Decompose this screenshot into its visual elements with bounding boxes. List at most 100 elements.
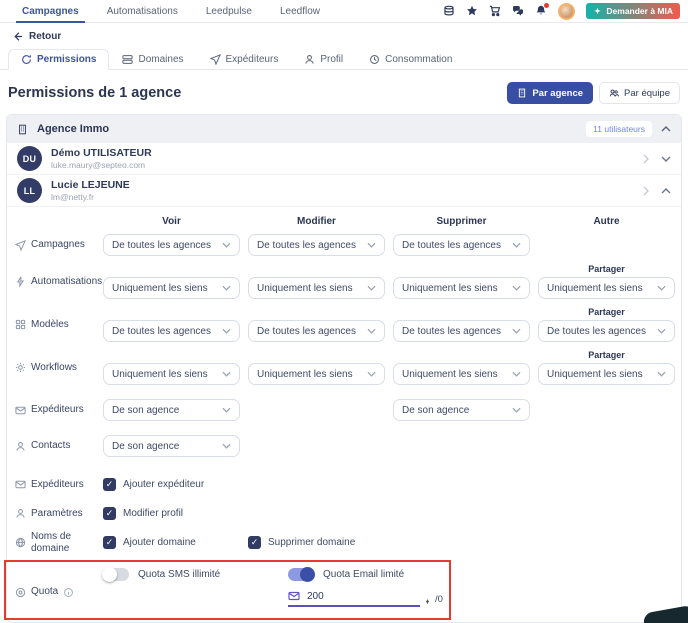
table-header: Voir Modifier Supprimer Autre <box>15 207 673 234</box>
tab-consommation[interactable]: Consommation <box>356 49 465 70</box>
table-row-expediteurs-options: Expéditeurs ✓ Ajouter expéditeur <box>15 471 673 498</box>
select-workflows-supprimer[interactable]: Uniquement les siens <box>393 363 530 385</box>
settings-tab-bar: Permissions Domaines Expéditeurs Profil … <box>0 48 688 70</box>
chevron-down-icon[interactable] <box>661 154 671 164</box>
user-email: lm@netty.fr <box>51 192 94 203</box>
star-icon[interactable] <box>466 5 478 17</box>
user-count-badge: 11 utilisateurs <box>586 121 652 137</box>
chat-icon[interactable] <box>512 5 524 17</box>
sms-quota-toggle[interactable] <box>102 567 129 582</box>
table-row-parametres: Paramètres ✓ Modifier profil <box>15 500 673 527</box>
table-row-noms-de-domaine: Noms de domaine ✓ Ajouter domaine ✓ Suppri… <box>15 529 673 556</box>
user-row-lucie[interactable]: LL Lucie LEJEUNE lm@netty.fr <box>7 175 681 207</box>
globe-icon <box>15 537 26 548</box>
checkbox-ajouter-domaine[interactable]: ✓ Ajouter domaine <box>103 536 240 549</box>
checkbox-ajouter-expediteur[interactable]: ✓ Ajouter expéditeur <box>103 478 240 491</box>
refresh-icon <box>22 55 31 64</box>
number-stepper[interactable]: ▲ ▼ <box>425 597 430 607</box>
cart-icon[interactable] <box>489 5 501 17</box>
mail-icon <box>15 480 26 489</box>
email-quota-input[interactable]: 200 <box>288 590 420 607</box>
select-automatisations-partager[interactable]: Uniquement les siens <box>538 277 675 299</box>
template-icon <box>15 319 26 330</box>
nav-tab-leedpulse[interactable]: Leedpulse <box>205 5 252 17</box>
chevron-down-icon <box>367 328 376 334</box>
chevron-up-icon[interactable] <box>661 186 671 196</box>
chevron-down-icon <box>222 242 231 248</box>
checkbox-supprimer-domaine[interactable]: ✓ Supprimer domaine <box>248 536 385 549</box>
chevron-down-icon <box>512 285 521 291</box>
checkbox-checked-icon: ✓ <box>103 536 116 549</box>
chevron-up-icon[interactable] <box>661 124 671 134</box>
by-team-button[interactable]: Par équipe <box>599 82 680 104</box>
email-quota-toggle[interactable] <box>288 567 315 582</box>
tab-domaines[interactable]: Domaines <box>109 49 196 70</box>
send-icon <box>15 239 26 251</box>
table-row-automatisations: Automatisations Uniquement les siens Uni… <box>15 264 675 299</box>
tab-profil[interactable]: Profil <box>291 49 356 70</box>
building-icon <box>519 88 526 98</box>
chevron-right-icon <box>641 186 651 196</box>
history-clock-icon <box>370 55 380 64</box>
chevron-down-icon <box>512 242 521 248</box>
user-email: luke.maury@septeo.com <box>51 160 146 171</box>
quota-suffix: /0 <box>434 594 443 605</box>
by-agency-button[interactable]: Par agence <box>507 82 594 104</box>
user-avatar[interactable] <box>558 2 576 20</box>
chevron-down-icon <box>222 443 231 449</box>
chevron-down-icon <box>512 407 521 413</box>
nav-tab-leedflow[interactable]: Leedflow <box>280 5 321 17</box>
select-contacts-voir[interactable]: De son agence <box>103 435 240 457</box>
col-modifier: Modifier <box>297 216 336 227</box>
info-icon <box>64 587 74 597</box>
notifications-bell-icon[interactable] <box>535 3 550 17</box>
table-row-workflows: Workflows Uniquement les siens Uniquemen… <box>15 350 675 385</box>
credits-icon[interactable] <box>443 5 455 17</box>
mail-icon <box>288 591 300 601</box>
chevron-down-icon <box>222 407 231 413</box>
checkbox-modifier-profil[interactable]: ✓ Modifier profil <box>103 507 240 520</box>
back-link[interactable]: Retour <box>0 23 688 48</box>
sms-quota-label: Quota SMS illimité <box>138 569 221 580</box>
select-campagnes-supprimer[interactable]: De toutes les agences <box>393 234 530 256</box>
arrow-left-icon <box>14 32 23 41</box>
select-modeles-partager[interactable]: De toutes les agences <box>538 320 675 342</box>
select-expediteurs-supprimer[interactable]: De son agence <box>393 399 530 421</box>
tab-permissions[interactable]: Permissions <box>8 49 110 70</box>
chevron-down-icon <box>657 285 666 291</box>
checkbox-checked-icon: ✓ <box>103 507 116 520</box>
agency-header[interactable]: Agence Immo 11 utilisateurs <box>7 115 681 143</box>
select-workflows-modifier[interactable]: Uniquement les siens <box>248 363 385 385</box>
sms-quota-toggle-group: Quota SMS illimité <box>102 567 258 582</box>
select-campagnes-modifier[interactable]: De toutes les agences <box>248 234 385 256</box>
avatar: DU <box>17 146 42 171</box>
workflow-gear-icon <box>15 362 26 373</box>
email-quota-toggle-group: Quota Email limité <box>288 567 673 582</box>
select-modeles-supprimer[interactable]: De toutes les agences <box>393 320 530 342</box>
checkbox-checked-icon: ✓ <box>248 536 261 549</box>
select-workflows-partager[interactable]: Uniquement les siens <box>538 363 675 385</box>
share-label: Partager <box>588 350 625 360</box>
checkbox-checked-icon: ✓ <box>103 478 116 491</box>
select-automatisations-modifier[interactable]: Uniquement les siens <box>248 277 385 299</box>
quota-target-icon <box>15 587 26 597</box>
nav-tab-campagnes[interactable]: Campagnes <box>8 0 93 23</box>
nav-tab-automatisations[interactable]: Automatisations <box>106 5 178 17</box>
select-automatisations-supprimer[interactable]: Uniquement les siens <box>393 277 530 299</box>
select-modeles-voir[interactable]: De toutes les agences <box>103 320 240 342</box>
select-workflows-voir[interactable]: Uniquement les siens <box>103 363 240 385</box>
select-automatisations-voir[interactable]: Uniquement les siens <box>103 277 240 299</box>
ask-mia-button[interactable]: Demander à MIA <box>586 3 680 19</box>
page-title: Permissions de 1 agence <box>8 85 182 101</box>
user-row-demo[interactable]: DU Démo UTILISATEUR luke.maury@septeo.co… <box>7 143 681 175</box>
chevron-down-icon <box>222 371 231 377</box>
select-campagnes-voir[interactable]: De toutes les agences <box>103 234 240 256</box>
mail-icon <box>15 406 26 414</box>
person-icon <box>305 55 314 64</box>
table-row-contacts: Contacts De son agence <box>15 435 673 457</box>
agency-panel: Agence Immo 11 utilisateurs DU Démo UTIL… <box>4 114 682 623</box>
notification-dot <box>544 3 550 8</box>
select-expediteurs-voir[interactable]: De son agence <box>103 399 240 421</box>
select-modeles-modifier[interactable]: De toutes les agences <box>248 320 385 342</box>
tab-expediteurs[interactable]: Expéditeurs <box>197 49 292 70</box>
